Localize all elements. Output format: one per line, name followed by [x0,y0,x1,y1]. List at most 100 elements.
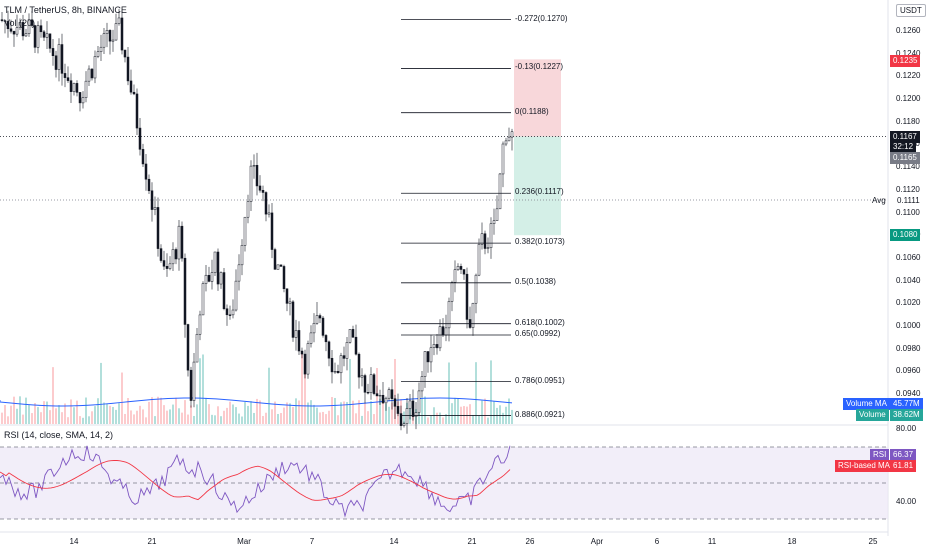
candle-body [30,19,34,26]
candle-body [483,233,487,249]
price-tick: 0.1060 [896,252,921,262]
fib-level-label: 0.382(0.1073) [515,237,565,247]
volume-bar [103,402,105,424]
candle-body [219,272,223,285]
candle-body [507,136,511,142]
volume-bar [298,400,300,424]
volume-bar [166,410,168,424]
volume-bar [418,408,420,424]
price-tick: 0.1000 [896,320,921,330]
volume-bar [370,401,372,424]
candle-body [192,361,196,401]
candle-body [390,389,394,399]
candle-body [306,343,310,375]
candle-body [495,208,499,221]
volume-bar [187,414,189,424]
candle-body [240,245,244,266]
volume-bar [286,402,288,424]
candle-body [36,25,40,48]
currency-selector[interactable]: USDT [896,4,926,17]
volume-bar [481,400,483,424]
candle-body [354,336,358,355]
volume-bar [193,415,195,424]
fib-level-label: 0.886(0.0921) [515,409,565,419]
volume-bar [328,410,330,424]
volume-bar [394,358,396,424]
fib-level-label: 0.236(0.1117) [515,187,564,197]
candle-body [198,314,202,335]
candle-body [435,344,439,349]
volume-bar [121,372,123,424]
volume-bar [25,397,27,424]
volume-bar [427,417,429,424]
volume-bar [142,409,144,424]
volume-bar [247,405,249,424]
prev-close-badge: 0.1165 [890,152,920,164]
candle-body [69,80,73,92]
candle-body [276,264,280,270]
candle-body [309,332,313,344]
candle-body [342,355,346,359]
volume-label: Volume [856,409,889,421]
candle-body [78,92,82,104]
candle-body [252,165,256,167]
volume-bar [28,404,30,424]
volume-bar [295,398,297,424]
volume-bar [475,362,477,424]
candle-body [105,30,109,34]
volume-bar [124,413,126,424]
candle-body [324,335,328,343]
volume-bar [439,412,441,424]
candle-body [189,369,193,401]
candle-body [438,326,442,349]
volume-bar [487,417,489,424]
candle-body [195,333,199,363]
volume-bar [232,404,234,424]
candle-body [114,23,118,41]
candle-body [318,315,322,319]
candle-body [171,249,175,265]
candle-body [498,173,502,210]
time-tick: 26 [525,537,535,546]
candle-body [363,375,367,393]
candle-body [273,249,277,270]
volume-bar [361,415,363,424]
price-tick: 0.1240 [896,48,921,58]
stop-zone [514,136,561,236]
candle-body [63,73,67,78]
volume-bar [136,410,138,424]
candle-body [138,127,142,150]
volume-bar [130,410,132,424]
candle-body [6,21,10,30]
candle-body [423,351,427,377]
candle-body [15,27,19,35]
candle-body [246,201,250,218]
volume-bar [322,411,324,424]
volume-bar [265,412,267,424]
volume-bar [280,413,282,424]
volume-bar [157,396,159,424]
candle-body [381,394,385,404]
candle-body [501,143,505,175]
target-price-badge: 0.1235 [890,55,921,67]
candle-body [315,315,319,324]
candle-body [168,263,172,269]
volume-bar [478,415,480,424]
candle-body [228,314,232,316]
candle-body [279,264,283,267]
candle-body [270,212,274,250]
candle-body [9,28,13,32]
volume-bar [253,412,255,424]
candle-body [180,225,184,259]
candle-body [267,212,271,215]
volume-bar [43,401,45,424]
volume-bar [190,405,192,424]
volume-bar [148,401,150,424]
volume-bar [355,413,357,424]
volume-bar [139,405,141,424]
candle-body [255,165,259,187]
candle-body [408,400,412,409]
candle-body [417,390,421,413]
price-tick: 0.0960 [896,366,921,376]
